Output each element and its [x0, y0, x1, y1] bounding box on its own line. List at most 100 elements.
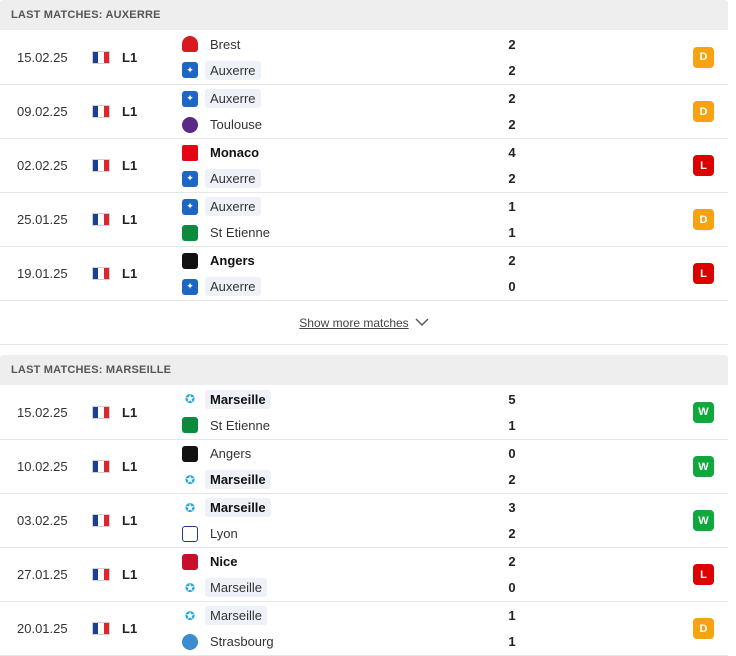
home-team-name: Angers: [210, 446, 252, 461]
result-badge: D: [693, 618, 714, 639]
match-date: 03.02.25: [17, 513, 68, 528]
match-row[interactable]: 25.01.25 L1 ✦ Auxerre St Etienne 1 1 D: [0, 193, 728, 247]
home-team-name: Auxerre: [205, 89, 261, 108]
angers-crest-icon: [182, 445, 198, 462]
league-code: L1: [122, 266, 138, 281]
home-team: ✦ Auxerre: [182, 196, 472, 218]
match-date: 15.02.25: [17, 404, 68, 420]
away-team: Lyon: [182, 523, 472, 545]
auxerre-crest-icon: ✦: [182, 278, 198, 295]
home-team-name: Brest: [210, 36, 241, 52]
match-date: 09.02.25: [17, 104, 68, 119]
home-team-name: Auxerre: [205, 197, 261, 216]
home-team-name: Nice: [210, 554, 238, 569]
away-team-name: Auxerre: [205, 60, 261, 80]
result-badge: D: [693, 46, 714, 68]
away-score: 2: [508, 117, 516, 132]
away-team: ✪ Marseille: [182, 577, 472, 599]
away-score: 1: [508, 634, 516, 649]
away-team-name: Strasbourg: [210, 634, 274, 649]
marseille-crest-icon: ✪: [184, 392, 196, 406]
match-date: 10.02.25: [17, 459, 68, 474]
result-badge: W: [693, 510, 714, 531]
france-flag-icon: [92, 460, 110, 473]
match-row[interactable]: 09.02.25 L1 ✦ Auxerre Toulouse 2 2 D: [0, 85, 728, 139]
teams: ✪ Marseille St Etienne: [182, 388, 472, 436]
auxerre-crest-icon: ✦: [182, 198, 198, 215]
away-team-name: Marseille: [205, 578, 268, 597]
france-flag-icon: [92, 622, 110, 635]
match-row[interactable]: 15.02.25 L1 ✪ Marseille St Etienne 5 1 W: [0, 385, 728, 440]
away-team: Toulouse: [182, 114, 472, 136]
show-more-matches[interactable]: Show more matches: [0, 301, 728, 345]
match-row[interactable]: 02.02.25 L1 Monaco ✦ Auxerre 4 2 L: [0, 139, 728, 193]
away-score: 2: [508, 171, 516, 186]
teams: Angers ✪ Marseille: [182, 443, 472, 491]
away-team-name: St Etienne: [210, 417, 270, 433]
away-score: 2: [508, 526, 516, 541]
home-team: Nice: [182, 551, 472, 573]
teams: Monaco ✦ Auxerre: [182, 142, 472, 190]
away-team: St Etienne: [182, 222, 472, 244]
result-badge: W: [693, 456, 714, 477]
france-flag-icon: [92, 514, 110, 527]
home-team: ✪ Marseille: [182, 388, 472, 410]
teams: ✪ Marseille Strasbourg: [182, 605, 472, 653]
home-score: 2: [508, 91, 516, 106]
away-team: St Etienne: [182, 414, 472, 436]
away-score: 2: [508, 472, 516, 487]
show-more-link[interactable]: Show more matches: [299, 315, 409, 330]
match-row[interactable]: 15.02.25 L1 Brest ✦ Auxerre 2 2 D: [0, 30, 728, 85]
marseille-crest-icon: ✪: [184, 472, 196, 487]
home-team: Angers: [182, 250, 472, 272]
league-code: L1: [122, 621, 138, 636]
home-team: Monaco: [182, 142, 472, 164]
match-row[interactable]: 10.02.25 L1 Angers ✪ Marseille 0 2 W: [0, 440, 728, 494]
home-score: 1: [508, 199, 516, 214]
home-score: 2: [508, 253, 516, 268]
league-code: L1: [122, 567, 138, 582]
brest-crest-icon: [182, 36, 198, 52]
france-flag-icon: [92, 105, 110, 118]
home-team: ✦ Auxerre: [182, 88, 472, 110]
section-title: LAST MATCHES: AUXERRE: [0, 0, 728, 30]
home-team-name: Marseille: [205, 389, 271, 409]
st-etienne-crest-icon: [182, 224, 198, 241]
teams: Angers ✦ Auxerre: [182, 250, 472, 298]
teams: ✦ Auxerre St Etienne: [182, 196, 472, 244]
france-flag-icon: [92, 213, 110, 226]
home-score: 0: [508, 446, 516, 461]
league-code: L1: [122, 158, 138, 173]
france-flag-icon: [92, 405, 110, 419]
match-row[interactable]: 27.01.25 L1 Nice ✪ Marseille 2 0 L: [0, 548, 728, 602]
result-badge: L: [693, 155, 714, 176]
match-date: 15.02.25: [17, 49, 68, 65]
result-badge: L: [693, 263, 714, 284]
away-score: 1: [508, 225, 516, 240]
section-gap: [0, 345, 736, 355]
nice-crest-icon: [182, 553, 198, 570]
away-team: ✪ Marseille: [182, 469, 472, 491]
auxerre-crest-icon: ✦: [182, 62, 198, 78]
section-title: LAST MATCHES: MARSEILLE: [0, 355, 728, 385]
match-row[interactable]: 19.01.25 L1 Angers ✦ Auxerre 2 0 L: [0, 247, 728, 301]
matches-section: LAST MATCHES: AUXERRE 15.02.25 L1 Brest ✦ Aux…: [0, 0, 728, 345]
away-team-name: St Etienne: [210, 225, 270, 240]
away-team-name: Marseille: [205, 470, 271, 489]
match-row[interactable]: 20.01.25 L1 ✪ Marseille Strasbourg 1 1 D: [0, 602, 728, 656]
league-code: L1: [122, 104, 138, 119]
away-team: Strasbourg: [182, 631, 472, 653]
result-badge: L: [693, 564, 714, 585]
away-team-name: Auxerre: [205, 169, 261, 188]
teams: Brest ✦ Auxerre: [182, 33, 472, 81]
home-team: Brest: [182, 33, 472, 55]
match-row[interactable]: 03.02.25 L1 ✪ Marseille Lyon 3 2 W: [0, 494, 728, 548]
home-team: ✪ Marseille: [182, 497, 472, 519]
home-team-name: Marseille: [205, 498, 271, 517]
